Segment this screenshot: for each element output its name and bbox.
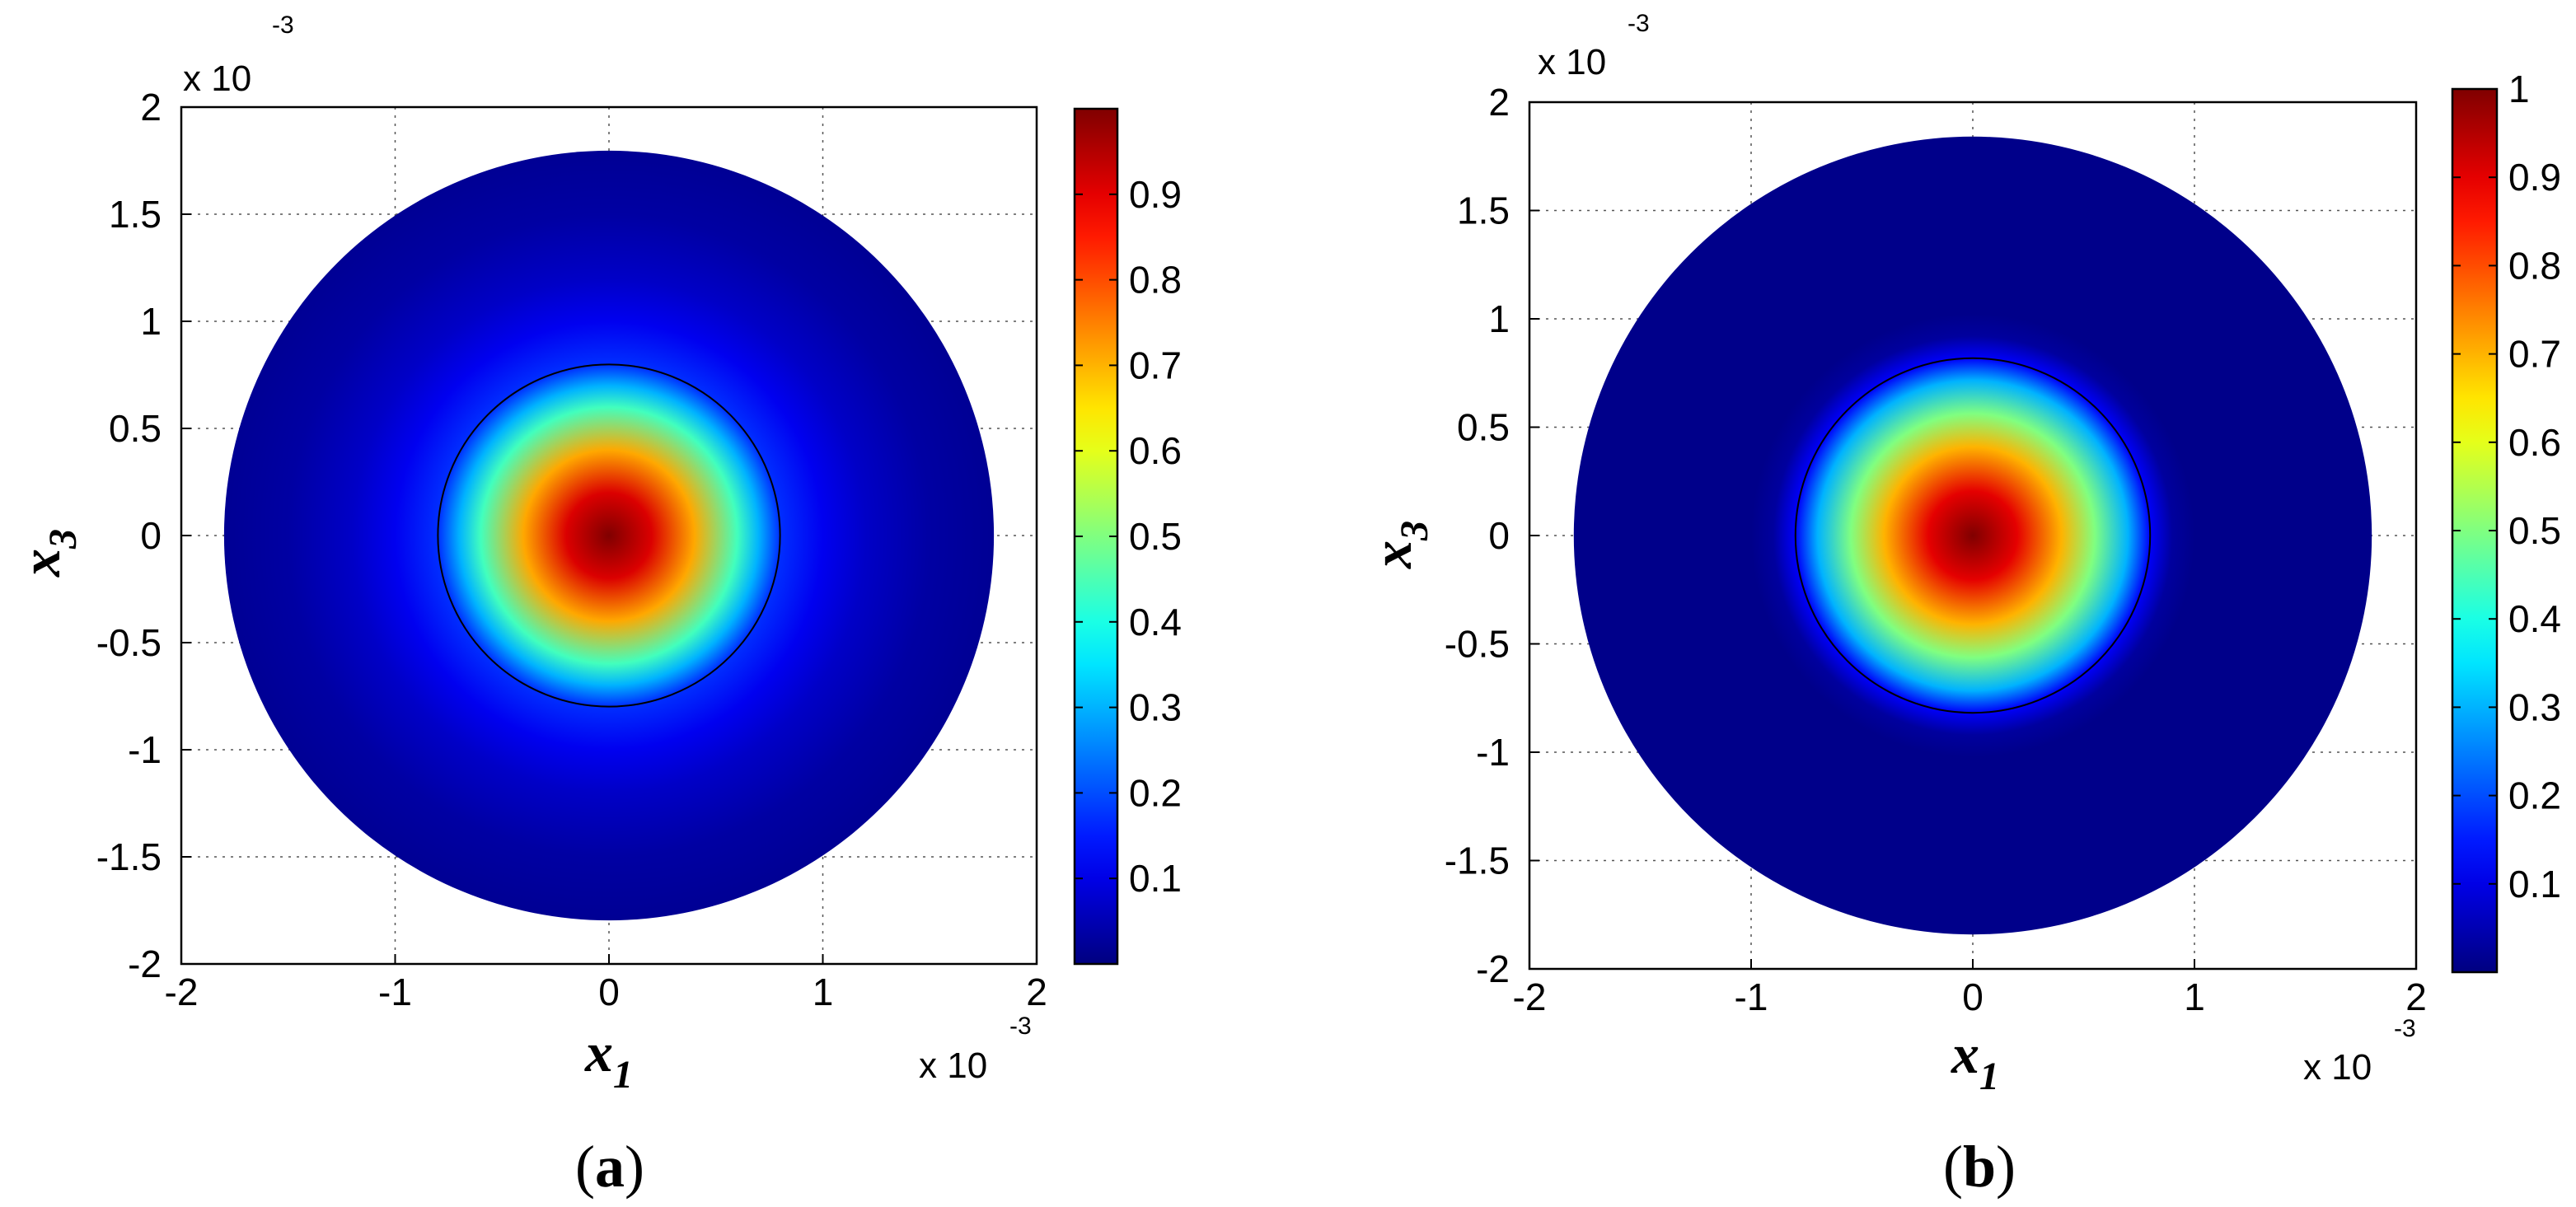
y-tick-label: -1 xyxy=(1476,731,1510,774)
y-axis-label-sub-a: 3 xyxy=(41,529,85,550)
colorbar-tick-label: 0.4 xyxy=(1129,601,1182,643)
ticks-b: -2 -1 0 1 2 2 1.5 1 0.5 0 -0.5 -1 -1.5 -2 xyxy=(1445,81,2427,1018)
x-tick-label: 2 xyxy=(2405,975,2427,1018)
y-axis-label-b: x3 xyxy=(1361,521,1436,569)
x-axis-label-sub-a: 1 xyxy=(613,1053,633,1097)
x-axis-label-b: x1 xyxy=(1951,1022,1999,1098)
panel-caption-letter-a: a xyxy=(595,1134,625,1200)
colorbar-tick-label: 0.9 xyxy=(1129,173,1182,216)
x-axis-label-sub-b: 1 xyxy=(1979,1055,1999,1098)
colorbar-tick-label: 0.8 xyxy=(2508,244,2561,287)
panel-a: -2 -1 0 1 2 2 1.5 1 0.5 0 -0.5 -1 -1.5 -2 x 10 -3 x 1… xyxy=(9,12,1182,1200)
colorbar-ticks-a: 0.9 0.8 0.7 0.6 0.5 0.4 0.3 0.2 0.1 xyxy=(1075,173,1182,900)
colorbar-tick-label: 0.2 xyxy=(2508,774,2561,817)
heatmap-disk-b xyxy=(1573,136,2372,935)
x-multiplier-b: x 10 xyxy=(2303,1047,2372,1088)
y-multiplier-exp-b: -3 xyxy=(1628,10,1650,37)
y-tick-label: -1 xyxy=(128,728,162,771)
colorbar-tick-label: 0.6 xyxy=(1129,429,1182,472)
x-multiplier-exp-a: -3 xyxy=(1009,1013,1032,1040)
y-tick-label: -2 xyxy=(1476,947,1510,990)
x-axis-label-main-a: x xyxy=(584,1021,613,1083)
colorbar-tick-label: 0.9 xyxy=(2508,156,2561,199)
colorbar-tick-label: 0.6 xyxy=(2508,421,2561,464)
y-multiplier-exp-a: -3 xyxy=(272,12,294,39)
colorbar-tick-label: 0.5 xyxy=(1129,515,1182,558)
y-tick-label: -0.5 xyxy=(1445,623,1510,666)
colorbar-tick-label: 0.1 xyxy=(1129,857,1182,900)
x-tick-label: -2 xyxy=(1513,975,1547,1018)
colorbar-tick-label: 0.5 xyxy=(2508,509,2561,552)
colorbar-tick-label: 0.4 xyxy=(2508,597,2561,640)
y-axis-label-main-b: x xyxy=(1361,540,1423,569)
colorbar-tick-label: 0.1 xyxy=(2508,863,2561,905)
x-tick-label: -2 xyxy=(165,971,199,1013)
colorbar-ticks-b: 1 0.9 0.8 0.7 0.6 0.5 0.4 0.3 0.2 0.1 xyxy=(2452,68,2561,905)
colorbar-tick-label: 0.7 xyxy=(2508,333,2561,376)
y-tick-label: 1 xyxy=(140,300,162,343)
panel-b: -2 -1 0 1 2 2 1.5 1 0.5 0 -0.5 -1 -1.5 -2 x 10 -3 x 1… xyxy=(1361,10,2561,1200)
y-axis-label-sub-b: 3 xyxy=(1393,521,1436,541)
panel-caption-letter-b: b xyxy=(1963,1134,1996,1200)
x-tick-label: 0 xyxy=(1962,975,1984,1018)
x-tick-label: -1 xyxy=(378,971,412,1013)
x-tick-label: 2 xyxy=(1026,971,1047,1013)
y-tick-label: -1.5 xyxy=(1445,840,1510,882)
colorbar-tick-label: 0.8 xyxy=(1129,259,1182,302)
panel-caption-b: (b) xyxy=(1943,1134,2016,1200)
x-tick-label: 1 xyxy=(2184,975,2205,1018)
heatmap-disk-a xyxy=(223,150,995,921)
y-tick-label: 0.5 xyxy=(109,407,162,450)
y-tick-label: 2 xyxy=(1488,81,1510,124)
y-multiplier-b: x 10 xyxy=(1538,42,1606,82)
y-tick-label: -1.5 xyxy=(96,835,162,878)
ticks-a: -2 -1 0 1 2 2 1.5 1 0.5 0 -0.5 -1 -1.5 -2 xyxy=(96,86,1047,1013)
x-tick-label: 0 xyxy=(598,971,620,1013)
y-tick-label: 0 xyxy=(1488,514,1510,557)
inner-circle-a xyxy=(437,363,781,708)
colorbar-tick-label: 1 xyxy=(2508,68,2530,110)
colorbar-tick-label: 0.7 xyxy=(1129,344,1182,386)
y-tick-label: 1 xyxy=(1488,297,1510,340)
x-multiplier-a: x 10 xyxy=(919,1046,987,1086)
inner-circle-b xyxy=(1794,357,2152,714)
colorbar-tick-label: 0.3 xyxy=(1129,686,1182,729)
y-tick-label: 1.5 xyxy=(1457,189,1510,232)
y-tick-label: 2 xyxy=(140,86,162,129)
y-tick-label: 1.5 xyxy=(109,193,162,236)
x-axis-label-a: x1 xyxy=(584,1021,633,1097)
colorbar-tick-label: 0.2 xyxy=(1129,771,1182,814)
y-multiplier-a: x 10 xyxy=(183,58,251,99)
x-axis-label-main-b: x xyxy=(1951,1022,1979,1085)
x-tick-label: -1 xyxy=(1735,975,1768,1018)
x-multiplier-exp-b: -3 xyxy=(2394,1015,2416,1042)
panel-caption-a: (a) xyxy=(575,1134,644,1200)
y-tick-label: -0.5 xyxy=(96,621,162,664)
y-tick-label: 0 xyxy=(140,514,162,557)
y-axis-label-a: x3 xyxy=(9,529,85,578)
colorbar-tick-label: 0.3 xyxy=(2508,685,2561,728)
y-tick-label: 0.5 xyxy=(1457,406,1510,449)
y-axis-label-main-a: x xyxy=(9,549,72,578)
x-tick-label: 1 xyxy=(813,971,834,1013)
y-tick-label: -2 xyxy=(128,943,162,985)
